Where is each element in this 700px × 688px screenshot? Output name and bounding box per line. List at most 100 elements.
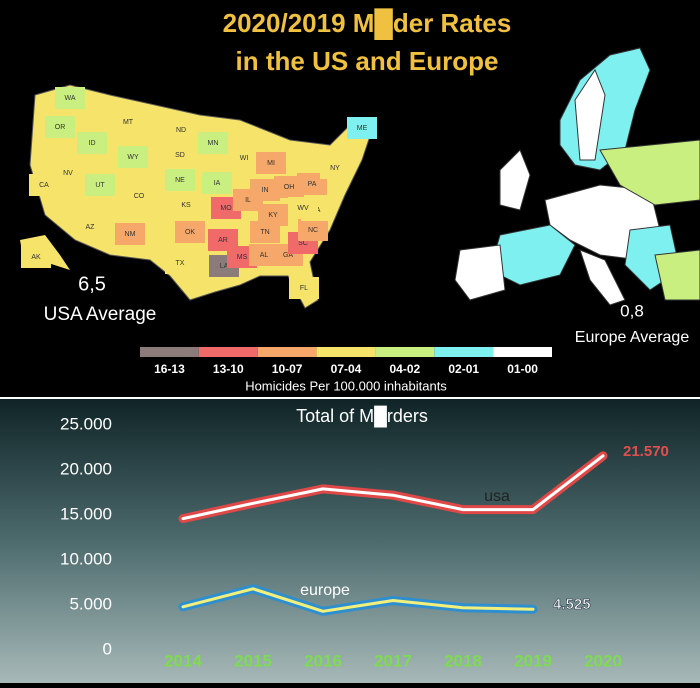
series-line-highlight [181, 587, 535, 613]
state-label: IN [262, 187, 269, 194]
state-label: MN [208, 140, 219, 147]
state-label: PA [308, 181, 317, 188]
state-region [29, 174, 59, 196]
state-label: CO [134, 193, 145, 200]
legend-label: 07-04 [331, 362, 362, 376]
state-label: UT [95, 182, 105, 189]
legend-caption: Homicides Per 100.000 inhabitants [245, 378, 447, 393]
y-tick-label: 10.000 [60, 549, 112, 568]
chart-title: Total of M█rders [296, 405, 428, 428]
state-label: TN [260, 229, 269, 236]
state-label: TX [176, 260, 185, 267]
state-label: NE [175, 177, 185, 184]
title-line: in the US and Europe [236, 46, 499, 76]
state-label: KS [181, 202, 191, 209]
legend-label: 10-07 [272, 362, 303, 376]
state-region [229, 147, 259, 169]
state-region [208, 229, 238, 251]
state-label: KY [268, 212, 278, 219]
state-label: IL [245, 197, 251, 204]
europe-average: 0,8 [620, 301, 644, 320]
x-tick-label: 2019 [514, 651, 552, 670]
state-region [347, 117, 377, 139]
state-region [21, 246, 51, 268]
series-label: usa [484, 488, 510, 505]
legend-swatch [493, 347, 552, 357]
state-label: LA [220, 263, 229, 270]
y-tick-label: 20.000 [60, 459, 112, 478]
usa-average-label: USA Average [44, 304, 157, 325]
state-label: WV [297, 205, 309, 212]
state-region [75, 216, 105, 238]
state-region [118, 146, 148, 168]
y-tick-label: 5.000 [69, 594, 112, 613]
state-region [289, 277, 319, 299]
europe-average-label: Europe Average [575, 329, 690, 346]
state-label: AZ [86, 224, 96, 231]
state-label: IA [214, 180, 221, 187]
state-region [249, 244, 279, 266]
y-tick-label: 25.000 [60, 414, 112, 433]
state-label: CA [39, 182, 49, 189]
legend-swatch [316, 347, 376, 357]
series-label: europe [300, 582, 350, 599]
chart-panel [0, 397, 700, 683]
state-label: MS [237, 254, 248, 261]
state-label: FL [300, 285, 308, 292]
state-region [45, 116, 75, 138]
state-region [113, 111, 143, 133]
state-label: GA [283, 252, 293, 259]
state-region [250, 179, 280, 201]
state-label: NM [125, 231, 136, 238]
europe-map [454, 47, 700, 306]
state-label: NV [63, 170, 73, 177]
state-label: SC [298, 240, 308, 247]
state-region [77, 132, 107, 154]
legend-label: 16-13 [154, 362, 185, 376]
legend-swatch [257, 347, 317, 357]
legend-label: 13-10 [213, 362, 244, 376]
state-label: MT [123, 119, 134, 126]
state-region [256, 152, 286, 174]
state-label: MI [267, 160, 275, 167]
state-region [297, 173, 327, 195]
state-label: WA [64, 95, 75, 102]
state-label: MO [220, 205, 232, 212]
state-region [166, 119, 196, 141]
state-region [171, 194, 201, 216]
legend-swatch [434, 347, 494, 357]
x-tick-label: 2014 [164, 651, 202, 670]
state-region [124, 185, 154, 207]
state-label: OR [55, 124, 66, 131]
legend-label: 01-00 [507, 362, 538, 376]
state-region [115, 223, 145, 245]
state-label: NC [308, 227, 318, 234]
x-tick-label: 2015 [234, 651, 272, 670]
state-label: ME [357, 125, 368, 132]
legend-label: 04-02 [390, 362, 421, 376]
state-label: AK [31, 254, 41, 261]
state-region [165, 169, 195, 191]
y-tick-label: 0 [103, 639, 112, 658]
x-tick-label: 2018 [444, 651, 482, 670]
series-line-highlight [181, 454, 605, 521]
state-label: ND [176, 127, 186, 134]
state-region [320, 157, 350, 179]
y-tick-label: 15.000 [60, 504, 112, 523]
x-tick-label: 2016 [304, 651, 342, 670]
state-region [165, 144, 195, 166]
legend-label: 02-01 [448, 362, 479, 376]
state-region [288, 197, 318, 219]
state-region [85, 174, 115, 196]
state-label: WY [127, 154, 139, 161]
state-label: OK [185, 229, 195, 236]
state-region [298, 219, 328, 241]
state-region [55, 87, 85, 109]
legend-swatch [375, 347, 435, 357]
state-label: AL [260, 252, 269, 259]
x-tick-label: 2017 [374, 651, 412, 670]
state-region [250, 221, 280, 243]
legend-swatch [140, 347, 199, 357]
state-label: NY [330, 165, 340, 172]
